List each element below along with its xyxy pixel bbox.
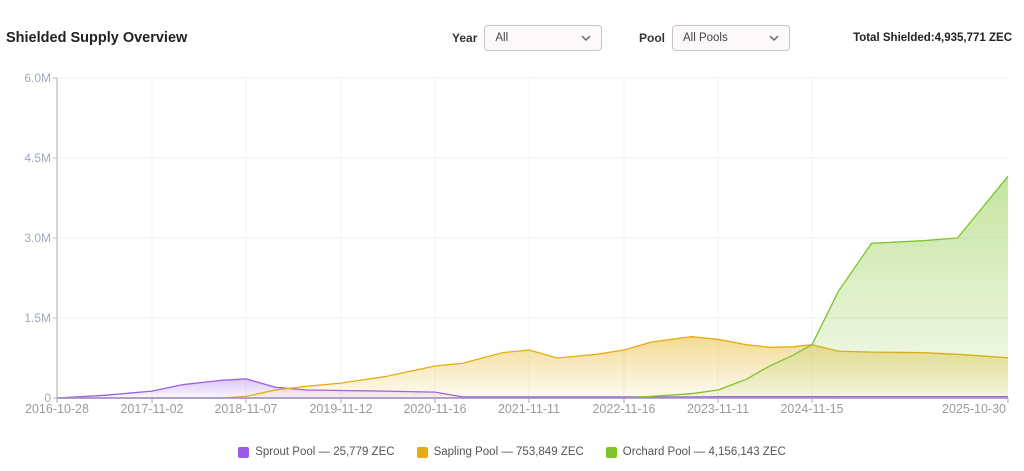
svg-text:2025-10-30: 2025-10-30	[942, 402, 1006, 416]
pool-select[interactable]: All Pools	[672, 25, 790, 51]
svg-text:2018-11-07: 2018-11-07	[214, 402, 277, 416]
svg-text:4.5M: 4.5M	[24, 151, 51, 165]
page-title: Shielded Supply Overview	[6, 30, 188, 46]
svg-text:2020-11-16: 2020-11-16	[403, 402, 466, 416]
year-filter: Year All	[452, 25, 603, 51]
svg-text:0: 0	[44, 391, 51, 405]
pool-select-value: All Pools	[683, 32, 728, 44]
svg-text:1.5M: 1.5M	[24, 311, 51, 325]
area-chart[interactable]: 0 1.5M 3.0M 4.5M 6.0M 2016-10-28 2017-11-02 201…	[0, 0, 1024, 440]
svg-text:2021-11-11: 2021-11-11	[498, 402, 560, 416]
chart-legend: Sprout Pool — 25,779 ZEC Sapling Pool — …	[0, 446, 1024, 458]
total-shielded: Total Shielded:4,935,771 ZEC	[853, 32, 1012, 44]
pool-filter: Pool All Pools	[639, 25, 790, 51]
svg-text:2017-11-02: 2017-11-02	[120, 402, 183, 416]
year-filter-label: Year	[452, 31, 478, 45]
legend-item-orchard[interactable]: Orchard Pool — 4,156,143 ZEC	[605, 446, 786, 458]
pool-filter-label: Pool	[639, 31, 665, 45]
total-shielded-label: Total Shielded:	[853, 32, 935, 44]
chevron-down-icon	[769, 35, 779, 42]
legend-item-sapling[interactable]: Sapling Pool — 753,849 ZEC	[416, 446, 584, 458]
svg-text:2016-10-28: 2016-10-28	[25, 402, 89, 416]
legend-label: Sprout Pool — 25,779 ZEC	[255, 446, 395, 458]
svg-text:2024-11-15: 2024-11-15	[780, 402, 843, 416]
legend-label: Orchard Pool — 4,156,143 ZEC	[622, 446, 786, 458]
chart-axes: 0 1.5M 3.0M 4.5M 6.0M 2016-10-28 2017-11-02 201…	[24, 71, 1009, 416]
svg-text:3.0M: 3.0M	[24, 231, 51, 245]
svg-text:2023-11-11: 2023-11-11	[687, 402, 749, 416]
year-select[interactable]: All	[484, 25, 603, 51]
total-shielded-value: 4,935,771 ZEC	[934, 32, 1012, 44]
sapling-swatch-icon	[416, 446, 428, 458]
svg-text:2019-11-12: 2019-11-12	[309, 402, 372, 416]
legend-item-sprout[interactable]: Sprout Pool — 25,779 ZEC	[238, 446, 395, 458]
sprout-swatch-icon	[238, 446, 250, 458]
svg-text:6.0M: 6.0M	[24, 71, 51, 85]
orchard-swatch-icon	[605, 446, 617, 458]
year-select-value: All	[495, 32, 509, 44]
svg-text:2022-11-16: 2022-11-16	[592, 402, 655, 416]
chevron-down-icon	[582, 35, 591, 42]
chart-series	[56, 175, 1009, 399]
legend-label: Sapling Pool — 753,849 ZEC	[433, 446, 584, 458]
